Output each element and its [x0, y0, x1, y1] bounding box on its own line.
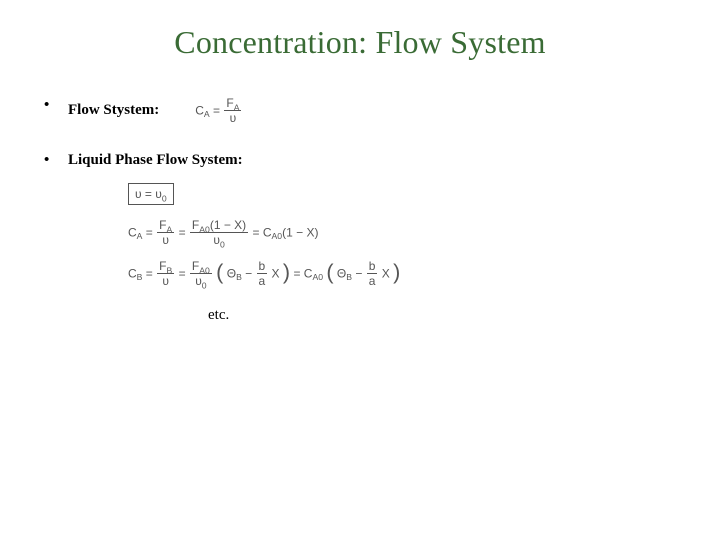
flow-stystem-row: Flow Stystem: CA = FA υ [68, 97, 680, 124]
bullet-list: Flow Stystem: CA = FA υ Liquid Phase Flo… [40, 97, 680, 324]
bullet-flow-stystem: Flow Stystem: CA = FA υ [40, 97, 680, 124]
fraction: FA υ [224, 97, 241, 124]
bullet-label: Liquid Phase Flow System: [68, 152, 243, 168]
flow-stystem-equation: CA = FA υ [195, 97, 242, 124]
boxed-equation: υ = υ0 [128, 183, 680, 205]
etc-text: etc. [208, 307, 680, 324]
bullet-liquid-phase: Liquid Phase Flow System: υ = υ0 CA = FA… [40, 152, 680, 324]
cb-equation: CB = FB υ = FA0 υ0 ( ΘB − b [128, 260, 680, 287]
bullet-label: Flow Stystem: [68, 102, 159, 119]
ca-equation: CA = FA υ = FA0(1 − X) υ0 = CA0(1 − X) [128, 219, 680, 246]
slide-title: Concentration: Flow System [40, 24, 680, 61]
liquid-phase-equations: υ = υ0 CA = FA υ = FA0(1 − X) [128, 183, 680, 287]
slide: Concentration: Flow System Flow Stystem:… [0, 0, 720, 540]
